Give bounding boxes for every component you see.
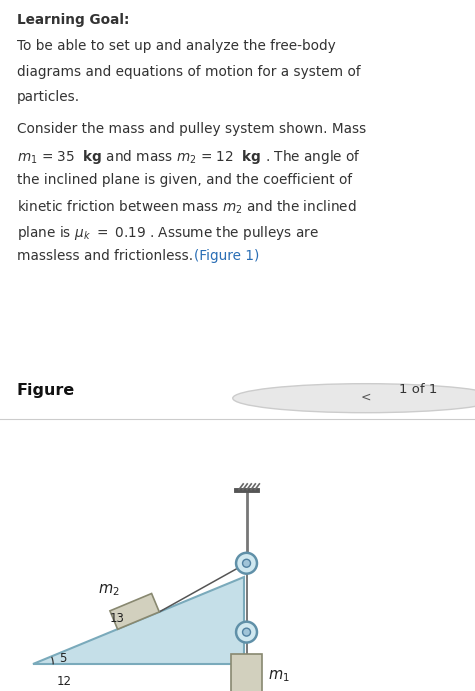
Text: massless and frictionless.: massless and frictionless. [17, 249, 193, 263]
Text: To be able to set up and analyze the free-body: To be able to set up and analyze the fre… [17, 39, 335, 53]
Text: kinetic friction between mass $m_2$ and the inclined: kinetic friction between mass $m_2$ and … [17, 198, 356, 216]
Polygon shape [110, 594, 159, 630]
Text: 1 of 1: 1 of 1 [399, 383, 437, 396]
Text: $m_1$ = 35  $\mathbf{kg}$ and mass $m_2$ = 12  $\mathbf{kg}$ . The angle of: $m_1$ = 35 $\mathbf{kg}$ and mass $m_2$ … [17, 148, 361, 166]
Text: 12: 12 [57, 675, 72, 688]
Circle shape [243, 559, 250, 567]
Text: 13: 13 [110, 612, 125, 625]
Text: diagrams and equations of motion for a system of: diagrams and equations of motion for a s… [17, 64, 360, 79]
Circle shape [236, 553, 257, 574]
Bar [231, 654, 262, 691]
Text: Figure: Figure [17, 383, 75, 397]
Circle shape [233, 384, 475, 413]
Text: <: < [361, 390, 371, 403]
Text: Consider the mass and pulley system shown. Mass: Consider the mass and pulley system show… [17, 122, 366, 136]
Circle shape [236, 622, 257, 643]
Text: $m_1$: $m_1$ [267, 668, 289, 683]
Text: 5: 5 [59, 652, 67, 665]
Text: plane is $\mu_k\ =$ 0.19 . Assume the pulleys are: plane is $\mu_k\ =$ 0.19 . Assume the pu… [17, 224, 319, 242]
Text: $m_2$: $m_2$ [98, 582, 119, 598]
Text: Learning Goal:: Learning Goal: [17, 13, 129, 27]
Circle shape [243, 628, 250, 636]
Text: the inclined plane is given, and the coefficient of: the inclined plane is given, and the coe… [17, 173, 352, 187]
Polygon shape [33, 576, 244, 665]
Text: particles.: particles. [17, 90, 80, 104]
Text: (Figure 1): (Figure 1) [194, 249, 259, 263]
